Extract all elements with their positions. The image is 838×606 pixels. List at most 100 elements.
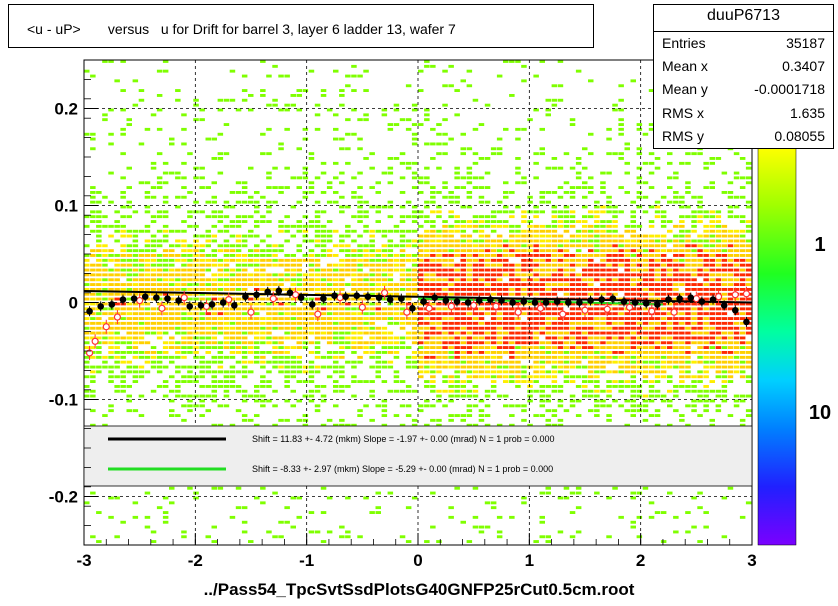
heatmap-cell	[660, 249, 667, 253]
heatmap-cell	[436, 346, 442, 349]
heatmap-cell	[691, 210, 697, 214]
heatmap-cell	[205, 385, 211, 388]
heatmap-cell	[527, 351, 533, 354]
heatmap-cell	[539, 331, 545, 335]
heatmap-cell	[551, 263, 558, 267]
heatmap-cell	[545, 375, 551, 379]
heatmap-cell	[381, 254, 388, 257]
heatmap-cell	[235, 234, 242, 238]
heatmap-cell	[703, 370, 709, 374]
heatmap-cell	[424, 336, 430, 340]
heatmap-cell	[685, 312, 691, 316]
heatmap-cell	[126, 288, 132, 291]
heatmap-cell	[685, 249, 691, 253]
heatmap-cell	[496, 302, 503, 306]
heatmap-cell	[648, 385, 655, 388]
heatmap-cell	[563, 249, 570, 253]
heatmap-cell	[679, 365, 685, 369]
heatmap-cell	[314, 351, 321, 354]
heatmap-cell	[673, 346, 679, 349]
heatmap-cell	[260, 89, 266, 92]
heatmap-cell	[484, 215, 491, 219]
heatmap-cell	[503, 370, 509, 374]
heatmap-cell	[539, 229, 545, 233]
heatmap-cell	[612, 224, 618, 228]
heatmap-cell	[254, 317, 260, 320]
heatmap-cell	[363, 341, 369, 345]
heatmap-cell	[533, 331, 539, 335]
heatmap-cell	[193, 258, 199, 262]
heatmap-cell	[272, 98, 278, 102]
heatmap-cell	[187, 404, 193, 408]
heatmap-cell	[691, 496, 697, 500]
heatmap-cell	[369, 317, 375, 320]
heatmap-cell	[660, 292, 667, 296]
heatmap-cell	[460, 312, 466, 316]
profile-point	[353, 292, 361, 300]
heatmap-cell	[697, 263, 703, 267]
heatmap-cell	[575, 278, 582, 282]
heatmap-cell	[709, 292, 715, 296]
heatmap-cell	[260, 351, 266, 354]
heatmap-cell	[612, 292, 618, 296]
heatmap-cell	[484, 157, 491, 160]
heatmap-cell	[436, 205, 442, 209]
heatmap-cell	[162, 326, 169, 330]
heatmap-cell	[691, 263, 697, 267]
heatmap-cell	[582, 215, 588, 219]
heatmap-cell	[503, 312, 509, 316]
heatmap-cell	[715, 312, 722, 316]
heatmap-cell	[563, 283, 570, 286]
heatmap-cell	[709, 331, 715, 335]
heatmap-cell	[260, 220, 266, 223]
heatmap-cell	[745, 258, 752, 262]
heatmap-cell	[351, 307, 357, 311]
heatmap-cell	[411, 108, 418, 112]
heatmap-cell	[685, 360, 691, 364]
heatmap-cell	[339, 283, 345, 286]
heatmap-cell	[739, 249, 746, 253]
heatmap-cell	[132, 263, 139, 267]
heatmap-cell	[466, 365, 473, 369]
heatmap-cell	[667, 278, 673, 282]
heatmap-cell	[211, 486, 217, 490]
heatmap-cell	[679, 317, 685, 320]
heatmap-cell	[369, 351, 375, 354]
heatmap-cell	[290, 307, 296, 311]
heatmap-cell	[405, 84, 412, 88]
heatmap-cell	[618, 234, 624, 238]
heatmap-cell	[551, 423, 558, 427]
heatmap-cell	[266, 220, 272, 223]
heatmap-cell	[442, 229, 448, 233]
heatmap-cell	[290, 336, 296, 340]
heatmap-cell	[430, 365, 436, 369]
heatmap-cell	[387, 244, 394, 248]
heatmap-cell	[624, 385, 630, 388]
heatmap-cell	[484, 224, 491, 228]
heatmap-cell	[539, 263, 545, 267]
heatmap-cell	[478, 239, 485, 243]
heatmap-cell	[254, 346, 260, 349]
heatmap-cell	[594, 215, 600, 219]
heatmap-cell	[624, 263, 630, 267]
heatmap-cell	[673, 263, 679, 267]
heatmap-cell	[667, 341, 673, 345]
heatmap-cell	[454, 414, 460, 417]
heatmap-cell	[90, 409, 96, 413]
heatmap-cell	[509, 317, 515, 320]
heatmap-cell	[144, 326, 151, 330]
heatmap-cell	[703, 186, 709, 189]
heatmap-cell	[296, 229, 302, 233]
heatmap-cell	[90, 326, 96, 330]
heatmap-cell	[606, 195, 612, 199]
heatmap-cell	[557, 234, 564, 238]
heatmap-cell	[545, 249, 551, 253]
heatmap-cell	[636, 181, 643, 185]
heatmap-cell	[211, 258, 217, 262]
heatmap-cell	[478, 360, 485, 364]
heatmap-cell	[387, 346, 394, 349]
heatmap-cell	[667, 326, 673, 330]
heatmap-cell	[339, 389, 345, 393]
heatmap-cell	[339, 244, 345, 248]
heatmap-cell	[667, 399, 673, 403]
